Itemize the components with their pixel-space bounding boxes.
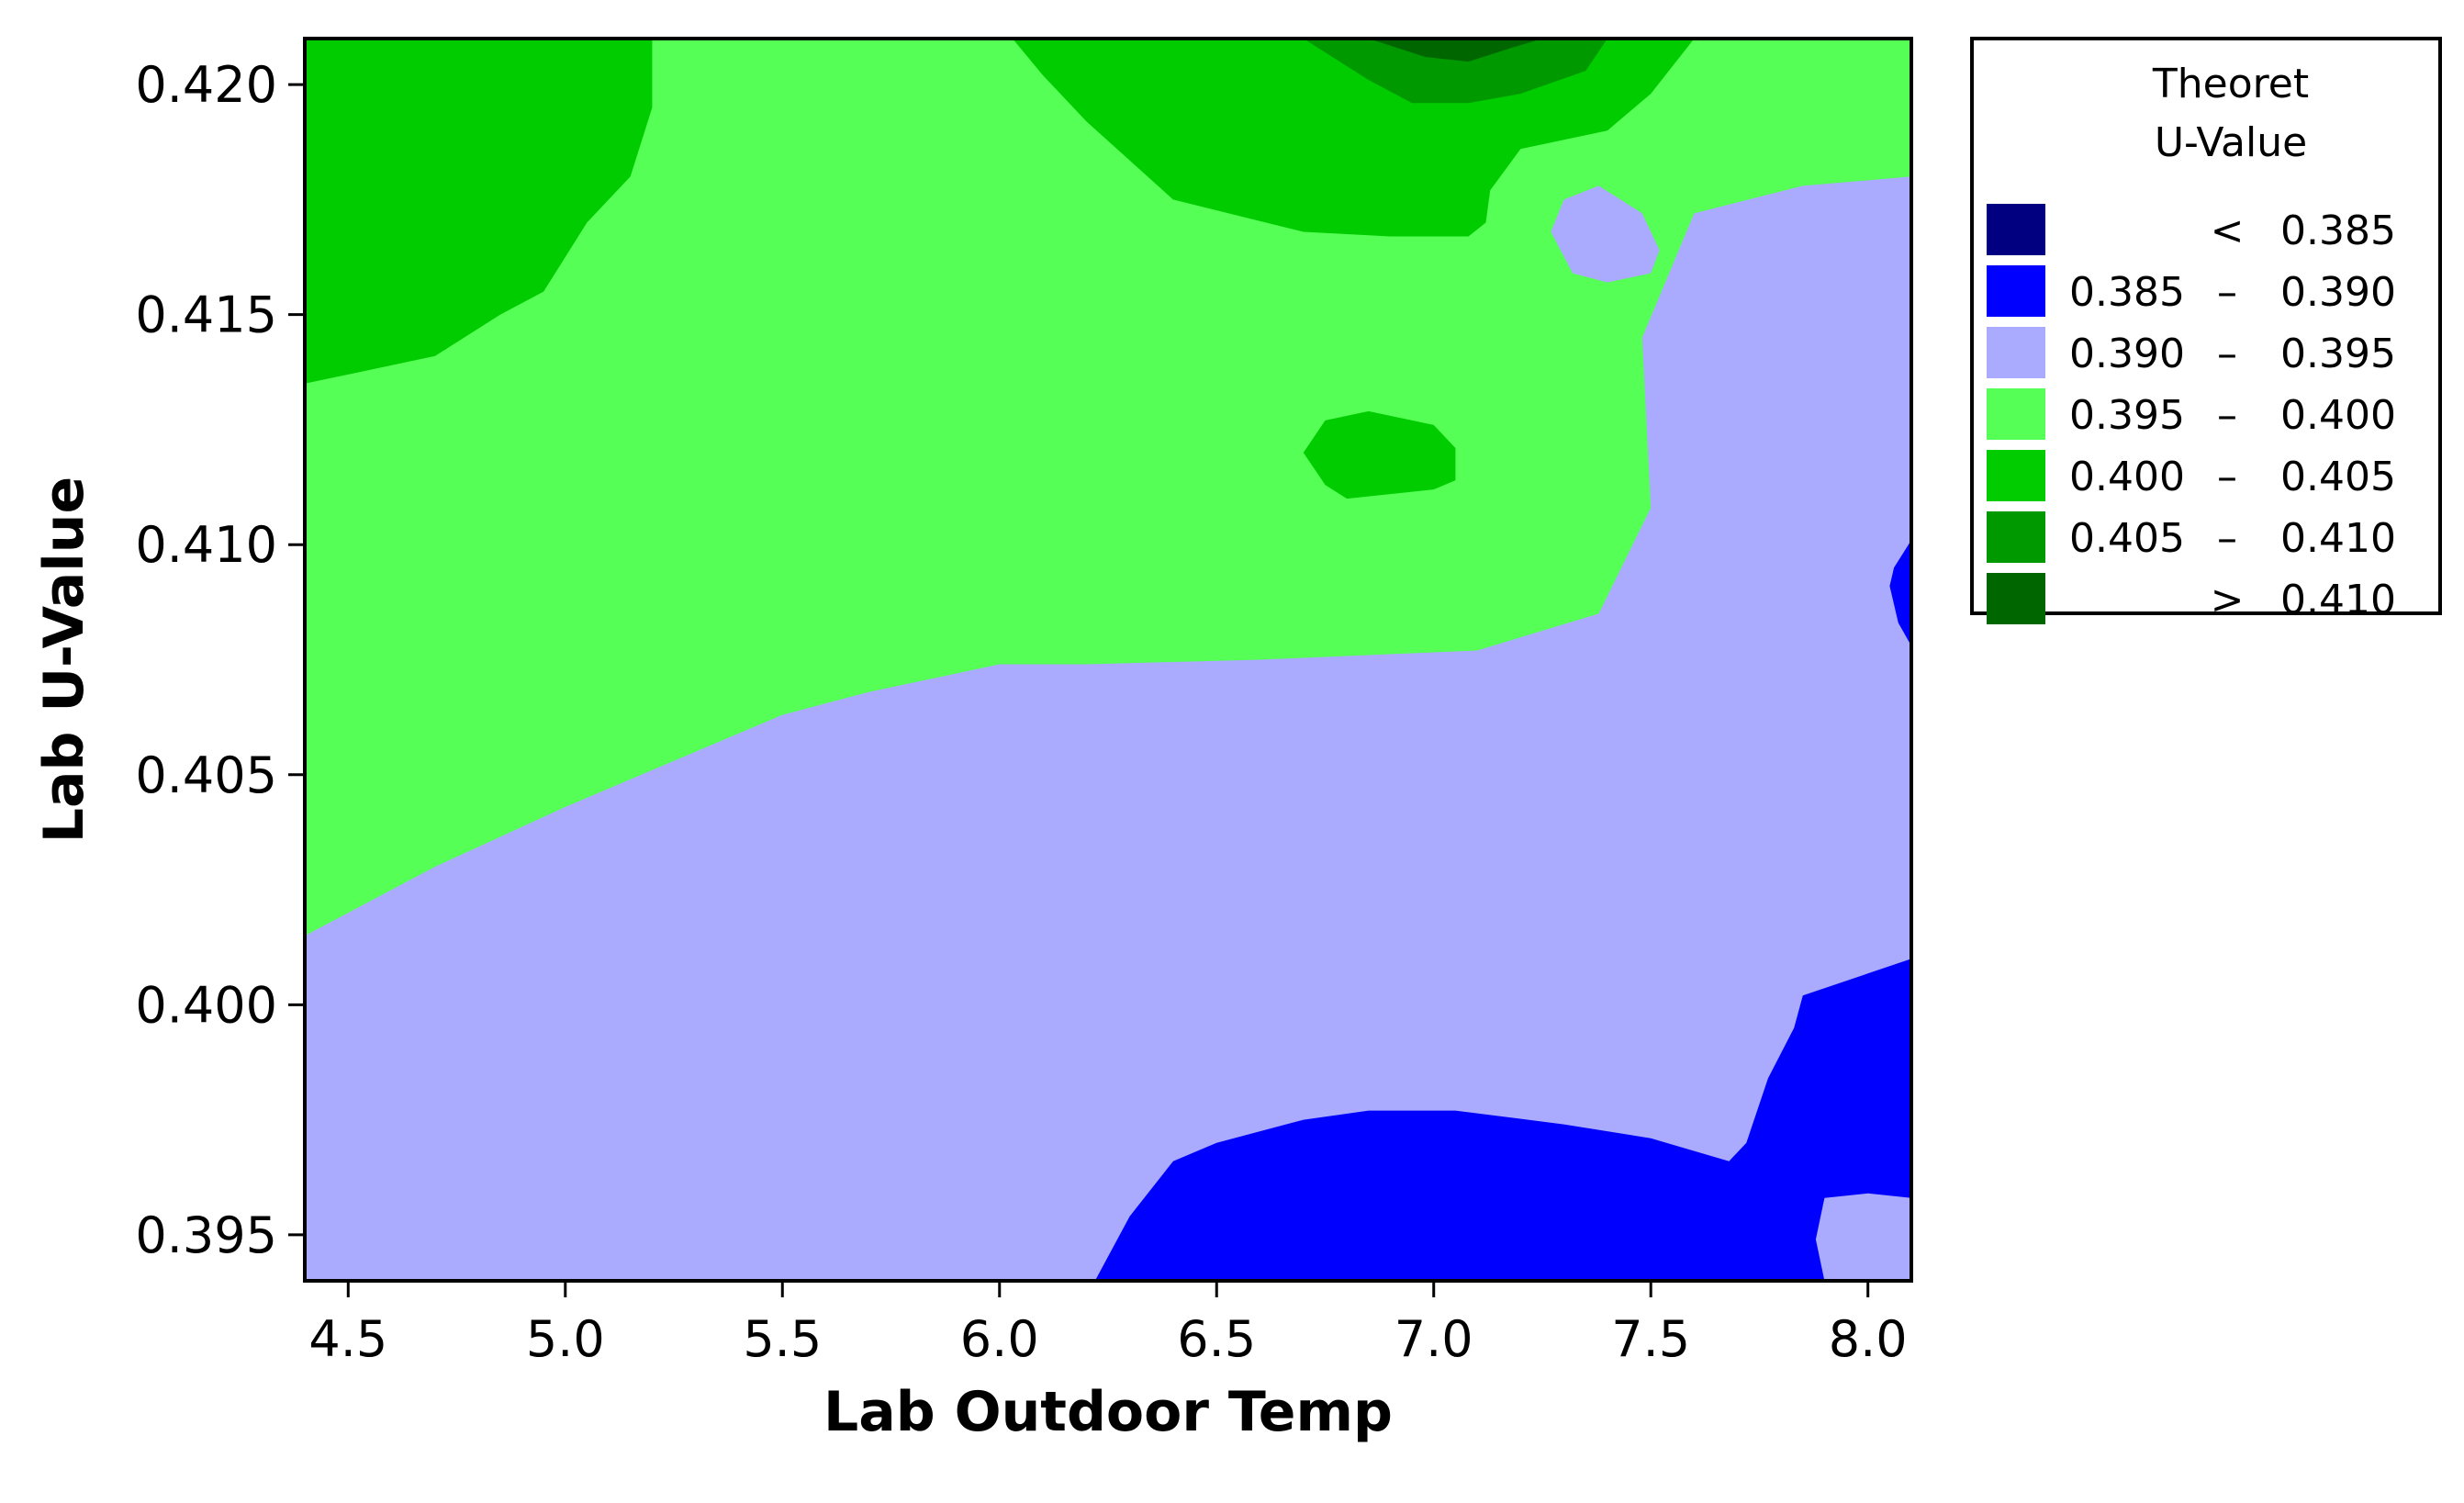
legend-high-value: 0.410 (2280, 577, 2396, 623)
y-tick-label: 0.400 (135, 976, 277, 1034)
x-axis-title: Lab Outdoor Temp (823, 1380, 1393, 1444)
legend-swatch (1987, 388, 2045, 440)
x-tick-label: 8.0 (1829, 1310, 1908, 1368)
contour-region-1 (305, 39, 653, 384)
x-tick-label: 4.5 (308, 1310, 387, 1368)
legend-box (1970, 37, 2442, 615)
legend-low-value: 0.405 (2069, 515, 2185, 562)
y-tick-label: 0.415 (135, 286, 277, 344)
contour-region-0 (305, 39, 1911, 937)
x-tick-label: 6.5 (1177, 1310, 1256, 1368)
legend-low-value: 0.395 (2069, 392, 2185, 439)
legend-high-value: 0.385 (2280, 208, 2396, 254)
legend-swatch (1987, 265, 2045, 317)
contour-region-5 (1368, 39, 1542, 62)
legend-symbol: – (2217, 515, 2237, 562)
legend-items: <0.3850.385–0.3900.390–0.3950.395–0.4000… (1987, 204, 2396, 624)
legend-swatch (1987, 573, 2045, 624)
legend-symbol: < (2211, 208, 2245, 254)
legend-swatch (1987, 327, 2045, 378)
y-tick-label: 0.410 (135, 516, 277, 574)
legend-swatch (1987, 511, 2045, 563)
legend-low-value: 0.390 (2069, 331, 2185, 377)
contour-regions (305, 39, 1911, 1281)
x-tick-label: 7.0 (1394, 1310, 1473, 1368)
legend-symbol: – (2217, 331, 2237, 377)
legend-swatch (1987, 450, 2045, 501)
legend-symbol: – (2217, 269, 2237, 316)
x-axis: 4.5 5.0 5.5 6.0 6.5 7.0 7.5 8.0 (308, 1281, 1908, 1368)
legend-title-line2: U-Value (2155, 119, 2307, 166)
legend-symbol: > (2211, 577, 2245, 623)
legend-low-value: 0.400 (2069, 454, 2185, 500)
legend-high-value: 0.400 (2280, 392, 2396, 439)
legend-low-value: 0.385 (2069, 269, 2185, 316)
contour-region-8 (1094, 959, 1911, 1281)
legend: Theoret U-Value <0.3850.385–0.3900.390–0… (1970, 37, 2442, 624)
legend-high-value: 0.405 (2280, 454, 2396, 500)
contour-region-6 (1551, 185, 1660, 283)
legend-high-value: 0.395 (2280, 331, 2396, 377)
legend-high-value: 0.390 (2280, 269, 2396, 316)
contour-region-4 (1303, 39, 1607, 104)
legend-high-value: 0.410 (2280, 515, 2396, 562)
contour-region-3 (1303, 410, 1456, 499)
legend-symbol: – (2217, 454, 2237, 500)
x-tick-label: 7.5 (1611, 1310, 1690, 1368)
y-tick-label: 0.405 (135, 746, 277, 804)
x-tick-label: 6.0 (960, 1310, 1039, 1368)
y-axis: 0.395 0.400 0.405 0.410 0.415 0.420 (135, 56, 305, 1264)
x-tick-label: 5.5 (743, 1310, 822, 1368)
y-axis-title: Lab U-Value (32, 477, 96, 843)
plot-frame (303, 37, 1913, 1283)
y-tick-label: 0.395 (135, 1206, 277, 1264)
contour-region-7 (1889, 540, 1911, 646)
x-tick-label: 5.0 (526, 1310, 605, 1368)
legend-swatch (1987, 204, 2045, 255)
legend-title-line1: Theoret (2152, 61, 2309, 107)
legend-symbol: – (2217, 392, 2237, 439)
y-tick-label: 0.420 (135, 56, 277, 114)
